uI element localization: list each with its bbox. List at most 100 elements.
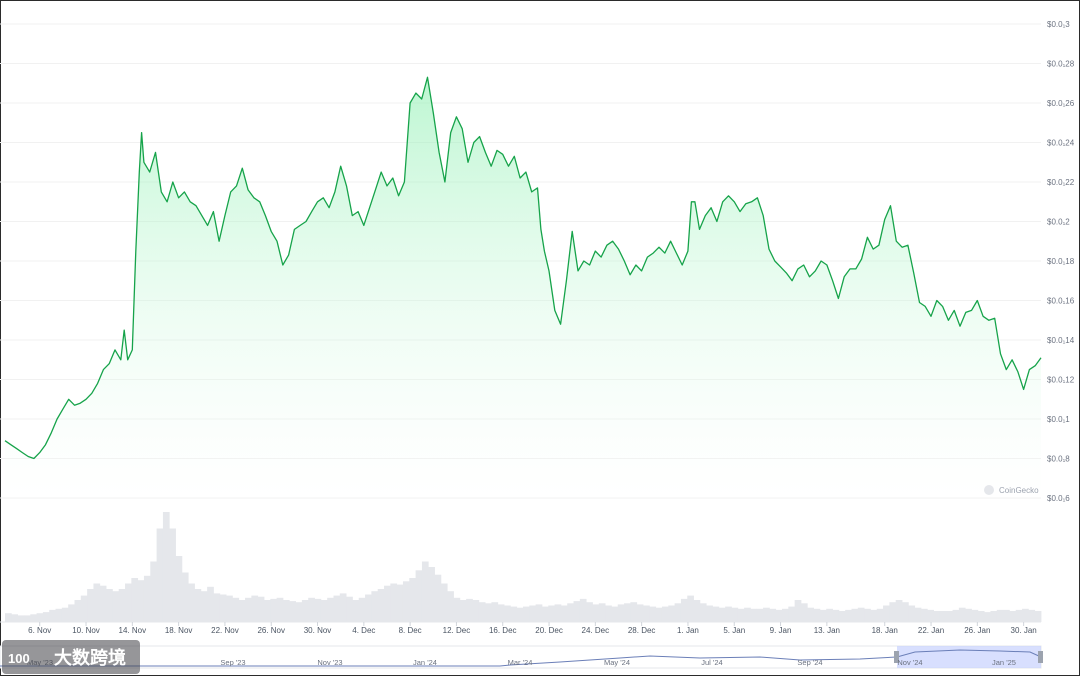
watermark-text: CoinGecko	[999, 486, 1039, 495]
x-tick-label: 22. Jan	[918, 626, 944, 635]
navigator-label: Jan '24	[413, 658, 437, 667]
volume-bar	[586, 602, 593, 622]
volume-bar	[289, 601, 296, 622]
volume-bar	[718, 607, 726, 622]
volume-bar	[415, 570, 423, 622]
volume-bar	[93, 583, 101, 622]
x-tick-label: 30. Nov	[304, 626, 332, 635]
y-tick-label: $0.0₁22	[1047, 178, 1075, 187]
volume-bar	[434, 574, 442, 622]
volume-bar	[579, 598, 587, 622]
volume-bar	[870, 609, 878, 622]
volume-bar	[939, 611, 947, 622]
volume-bar	[264, 600, 271, 622]
volume-bar	[478, 602, 486, 622]
navigator-handle-right[interactable]	[1038, 651, 1043, 663]
volume-bar	[857, 607, 865, 622]
volume-bar	[838, 611, 846, 622]
volume-bar	[744, 607, 751, 622]
volume-bar	[320, 600, 328, 622]
navigator-label: Nov '23	[317, 658, 342, 667]
volume-bar	[630, 602, 638, 622]
volume-bar	[371, 591, 379, 622]
volume-bar	[933, 611, 941, 622]
volume-bar	[914, 607, 922, 622]
volume-bar	[87, 589, 94, 622]
volume-bar	[782, 608, 789, 622]
volume-bar	[1009, 611, 1017, 622]
volume-bar	[232, 597, 240, 622]
y-tick-label: $0.0₁3	[1047, 20, 1070, 29]
volume-bar	[339, 593, 347, 622]
x-tick-label: 12. Dec	[443, 626, 471, 635]
x-tick-label: 18. Nov	[165, 626, 193, 635]
volume-bar	[213, 593, 221, 622]
volume-bar	[661, 606, 669, 622]
volume-bar	[194, 589, 202, 622]
x-tick-label: 22. Nov	[211, 626, 239, 635]
volume-bar	[377, 589, 385, 622]
volume-bar	[36, 613, 44, 622]
volume-bar	[548, 605, 555, 622]
volume-bar	[428, 567, 435, 622]
volume-bar	[68, 604, 75, 622]
navigator-handle-left[interactable]	[894, 651, 899, 663]
x-tick-label: 24. Dec	[582, 626, 610, 635]
volume-bar	[996, 609, 1004, 622]
volume-bar	[977, 611, 985, 622]
volume-bar	[162, 512, 170, 622]
volume-bar	[990, 611, 998, 622]
volume-bar	[17, 615, 25, 622]
volume-bar	[737, 608, 745, 622]
volume-bar	[1003, 609, 1010, 622]
y-tick-label: $0.0₁18	[1047, 257, 1075, 266]
volume-bar	[819, 609, 827, 622]
volume-bar	[491, 602, 499, 622]
x-tick-label: 28. Dec	[628, 626, 656, 635]
volume-bar	[181, 572, 189, 622]
navigator-label: May '24	[604, 658, 630, 667]
volume-bar	[55, 608, 63, 622]
x-tick-label: 10. Nov	[72, 626, 100, 635]
volume-bar	[99, 585, 107, 622]
price-line	[4, 76, 1042, 460]
y-tick-label: $0.0₁1	[1047, 415, 1070, 424]
volume-bar	[30, 614, 37, 622]
volume-bar	[365, 594, 372, 622]
volume-bar	[80, 595, 88, 622]
volume-bar	[346, 596, 353, 622]
volume-bar	[851, 608, 859, 622]
y-tick-label: $0.0₁14	[1047, 336, 1075, 345]
volume-bar	[421, 561, 429, 622]
volume-bar	[472, 600, 480, 622]
volume-bar	[750, 608, 758, 622]
volume-bar	[314, 598, 322, 622]
volume-bar	[251, 595, 259, 622]
volume-bar	[958, 607, 966, 622]
volume-bar	[188, 583, 195, 622]
x-tick-label: 26. Jan	[964, 626, 990, 635]
volume-bar	[813, 608, 821, 622]
volume-bar	[352, 600, 360, 622]
volume-bar	[200, 591, 208, 622]
volume-bar	[567, 603, 574, 622]
volume-bar	[706, 605, 713, 622]
volume-bar	[845, 609, 852, 622]
volume-bar	[889, 602, 897, 622]
volume-bar	[74, 600, 82, 622]
volume-bar	[920, 608, 928, 622]
volume-bar	[402, 581, 410, 622]
volume-bar	[257, 596, 265, 622]
x-tick-label: 20. Dec	[535, 626, 563, 635]
volume-bar	[125, 583, 132, 622]
y-axis: $0.0₁3 $0.0₁28 $0.0₁26 $0.0₁24 $0.0₁22 $0.0₁2…	[1047, 20, 1075, 503]
volume-bar	[390, 583, 398, 622]
volume-bar	[396, 584, 404, 622]
volume-bar	[883, 605, 890, 622]
volume-bar	[504, 605, 511, 622]
x-tick-label: 14. Nov	[119, 626, 147, 635]
volume-bar	[712, 606, 720, 622]
volume-bar	[61, 607, 69, 622]
y-tick-label: $0.0₁2	[1047, 218, 1070, 227]
